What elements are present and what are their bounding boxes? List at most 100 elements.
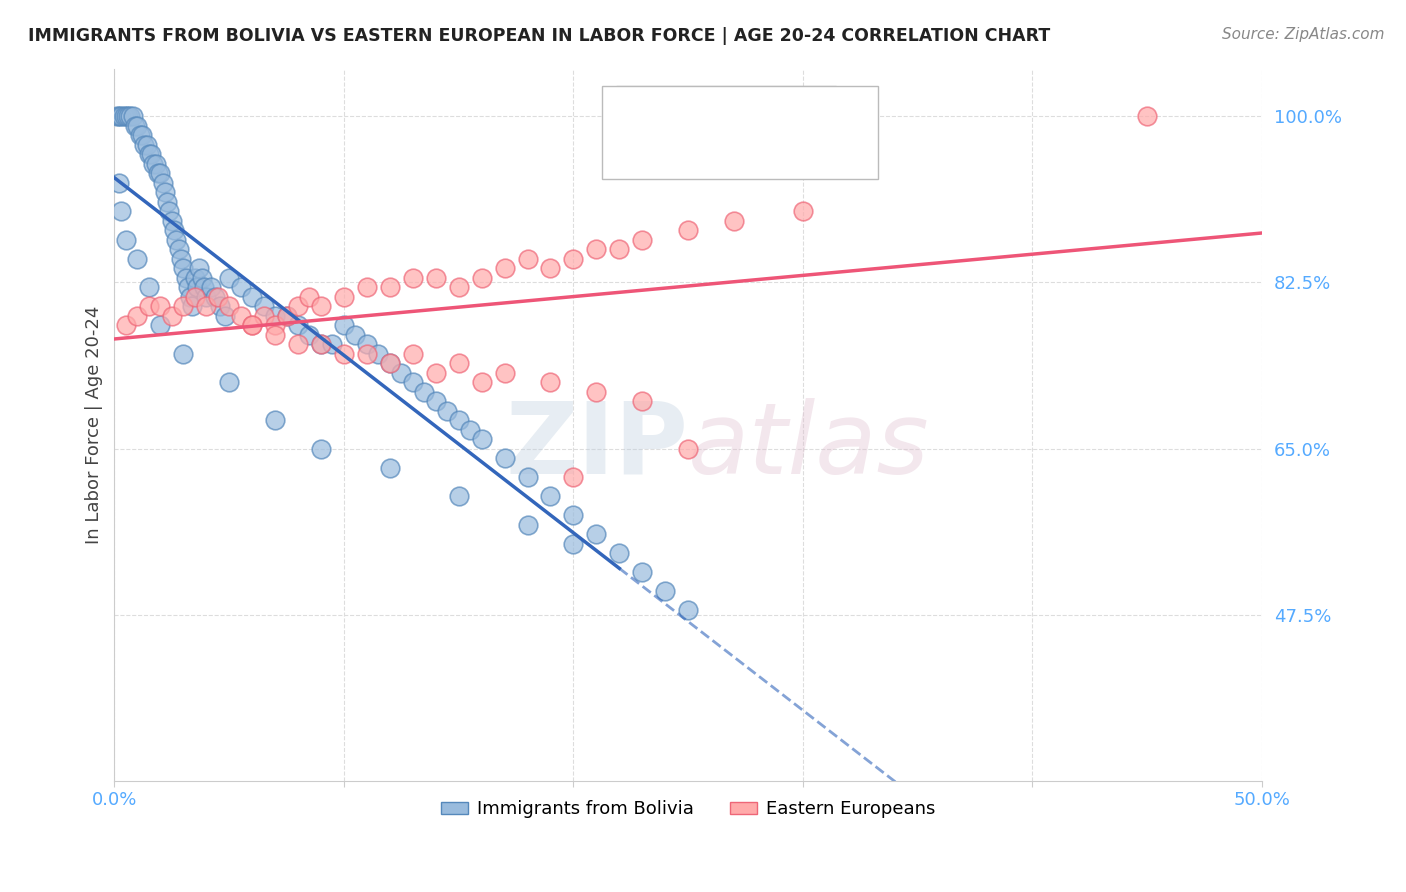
Point (425, 270, 447, 285)
Point (264, 327, 287, 342)
FancyBboxPatch shape (602, 87, 877, 179)
Point (540, 260, 562, 275)
Point (240, 318, 263, 332)
Point (172, 346, 194, 360)
Point (138, 299, 160, 313)
Point (516, 517, 538, 532)
Point (112, 109, 135, 123)
Point (562, 252, 585, 266)
Point (516, 470, 538, 484)
Point (160, 309, 183, 323)
Point (344, 327, 367, 342)
Point (723, 213, 745, 227)
Point (149, 299, 172, 313)
Point (494, 366, 516, 380)
Text: IMMIGRANTS FROM BOLIVIA VS EASTERN EUROPEAN IN LABOR FORCE | AGE 20-24 CORRELATI: IMMIGRANTS FROM BOLIVIA VS EASTERN EUROP… (28, 27, 1050, 45)
Point (127, 119, 149, 133)
Point (177, 280, 200, 294)
Point (540, 489, 562, 503)
Point (108, 176, 131, 190)
Point (218, 375, 240, 389)
Point (333, 346, 356, 360)
Point (471, 375, 494, 389)
Point (378, 460, 401, 475)
Point (413, 384, 436, 399)
Point (276, 309, 298, 323)
Point (193, 280, 215, 294)
Point (276, 309, 298, 323)
Point (172, 299, 194, 313)
Point (447, 413, 470, 427)
Point (139, 147, 162, 161)
Point (142, 156, 165, 170)
Point (792, 204, 814, 219)
Point (218, 270, 240, 285)
Point (1136, 109, 1159, 123)
Point (378, 356, 401, 370)
Point (115, 318, 138, 332)
Point (654, 584, 676, 599)
Point (149, 318, 172, 332)
Point (146, 166, 169, 180)
Point (562, 536, 585, 550)
Text: ZIP: ZIP (505, 398, 688, 495)
Point (287, 337, 309, 351)
Point (138, 147, 160, 161)
Point (356, 346, 378, 360)
Point (163, 223, 186, 237)
Point (174, 270, 197, 285)
Point (208, 299, 231, 313)
Point (676, 223, 699, 237)
Text: atlas: atlas (688, 398, 929, 495)
Point (585, 527, 607, 541)
Point (145, 156, 167, 170)
Point (562, 508, 585, 522)
Point (402, 270, 425, 285)
Point (378, 280, 401, 294)
Point (447, 280, 470, 294)
Point (170, 252, 193, 266)
Point (160, 213, 183, 227)
Point (172, 260, 194, 275)
Point (117, 109, 139, 123)
Point (378, 356, 401, 370)
Point (458, 423, 481, 437)
Point (540, 375, 562, 389)
Point (309, 442, 332, 456)
Point (447, 356, 470, 370)
Point (562, 470, 585, 484)
Point (156, 194, 179, 209)
Point (264, 309, 287, 323)
Point (333, 318, 356, 332)
Point (121, 109, 143, 123)
Point (184, 289, 207, 303)
Point (264, 318, 287, 332)
Point (134, 137, 156, 152)
Point (152, 176, 174, 190)
Point (135, 137, 157, 152)
Point (676, 442, 699, 456)
Point (309, 337, 332, 351)
Point (287, 318, 309, 332)
Point (389, 366, 412, 380)
Point (367, 346, 389, 360)
Point (287, 299, 309, 313)
Point (333, 289, 356, 303)
Point (309, 299, 332, 313)
Point (494, 260, 516, 275)
Point (214, 309, 236, 323)
Legend: Immigrants from Bolivia, Eastern Europeans: Immigrants from Bolivia, Eastern Europea… (433, 793, 942, 825)
Point (115, 233, 138, 247)
Point (184, 270, 207, 285)
Point (195, 299, 218, 313)
Point (186, 280, 208, 294)
Point (165, 233, 187, 247)
Point (218, 299, 240, 313)
Point (167, 242, 190, 256)
Point (240, 289, 263, 303)
Point (120, 109, 142, 123)
Point (153, 185, 176, 199)
Point (321, 337, 343, 351)
Point (264, 413, 287, 427)
Point (631, 233, 654, 247)
